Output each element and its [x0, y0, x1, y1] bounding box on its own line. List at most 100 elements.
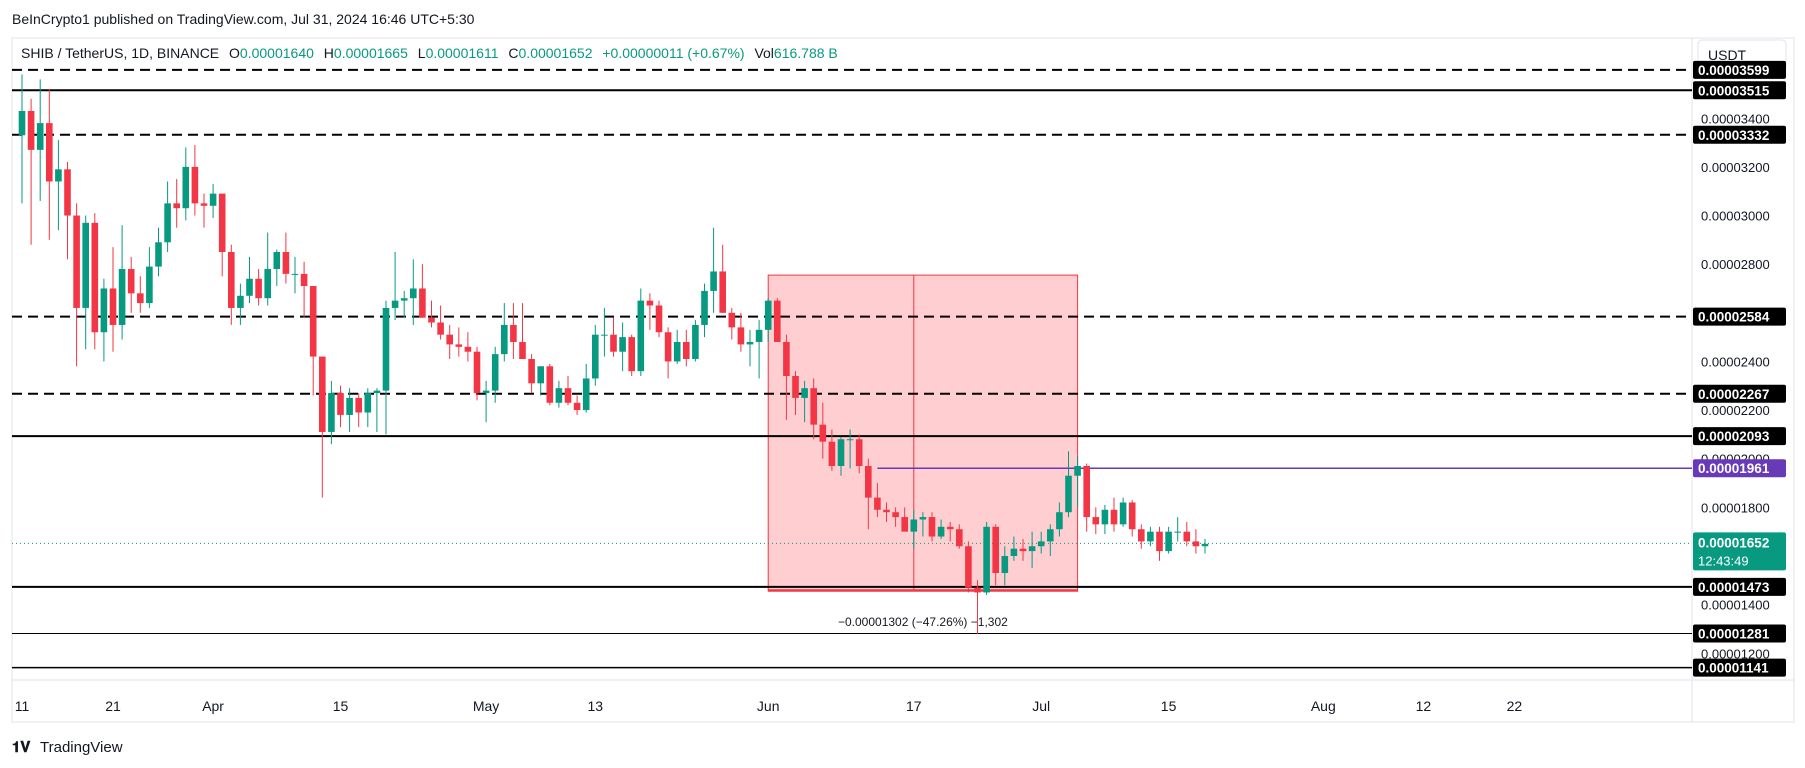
countdown-label: 12:43:49: [1698, 553, 1749, 568]
candle: [801, 380, 808, 423]
candle-body: [473, 351, 481, 394]
candle-body: [592, 334, 599, 379]
y-tick-label: 0.00002800: [1701, 257, 1770, 272]
y-axis-ticks: 0.00003400 0.00003200 0.00003000 0.00002800…: [1701, 111, 1770, 661]
candle: [155, 227, 162, 277]
candle-body: [137, 293, 144, 304]
candle-body: [1128, 502, 1136, 530]
x-tick-label: Aug: [1311, 698, 1336, 714]
candle-body: [865, 466, 872, 498]
chart-frame: [11, 37, 1795, 723]
candle-body: [146, 266, 153, 304]
candle-body: [255, 278, 262, 299]
candle: [291, 256, 299, 294]
candle: [710, 227, 717, 313]
candle: [173, 179, 180, 228]
candle: [1110, 497, 1118, 532]
candle-body: [346, 397, 353, 415]
candle-body: [946, 526, 954, 530]
candle-body: [546, 366, 554, 403]
candle-body: [828, 441, 836, 466]
candle: [319, 356, 326, 498]
candle: [692, 320, 699, 362]
candle-body: [1101, 509, 1109, 525]
candle-body: [965, 546, 972, 588]
candle-body: [774, 300, 781, 342]
candle: [182, 147, 190, 221]
candle: [191, 145, 199, 216]
candle-body: [719, 271, 726, 313]
candle-body: [764, 300, 772, 330]
candle-body: [337, 393, 344, 415]
candle: [228, 244, 235, 325]
candle: [992, 524, 999, 586]
y-tick-label: 0.00001400: [1701, 598, 1770, 613]
candle: [1174, 517, 1181, 542]
candle: [1083, 463, 1090, 532]
candle: [419, 264, 426, 318]
candle: [109, 247, 117, 352]
candle-body: [737, 327, 745, 345]
x-tick-label: May: [473, 698, 499, 714]
level-label: 0.00001141: [1698, 661, 1769, 676]
x-tick-label: Apr: [202, 698, 224, 714]
candle: [1183, 521, 1191, 547]
candle-body: [1165, 531, 1172, 552]
price-axis-labels: 0.00003599 0.00003515 0.00003332 0.00002584…: [1693, 60, 1786, 677]
last-price-label-box: [1693, 532, 1786, 571]
candle-body: [728, 312, 736, 328]
candle-body: [637, 300, 645, 372]
close-label: C: [508, 45, 518, 61]
candle-body: [36, 123, 44, 150]
candle: [400, 290, 408, 318]
y-tick-label: 0.00003400: [1701, 111, 1770, 126]
candle-body: [191, 166, 199, 204]
candle: [537, 366, 544, 396]
candle-body: [655, 305, 663, 333]
candle: [64, 162, 71, 260]
candle: [55, 140, 62, 231]
candle-body: [373, 390, 381, 394]
candle: [91, 213, 99, 350]
candle: [27, 98, 35, 245]
candle-body: [410, 288, 417, 299]
candle: [774, 298, 781, 342]
high-value: 0.00001665: [334, 45, 408, 61]
candle-body: [73, 215, 80, 308]
x-tick-label: Jul: [1032, 698, 1050, 714]
y-tick-label: 0.00001200: [1701, 646, 1770, 661]
measure-tool[interactable]: −0.00001302 (−47.26%) −1,302: [767, 274, 1079, 629]
candle: [473, 346, 481, 401]
candle: [837, 436, 845, 476]
candle: [410, 259, 417, 325]
candle: [892, 507, 899, 527]
candle-body: [710, 271, 717, 291]
candle-body: [18, 110, 26, 136]
candle: [255, 269, 262, 306]
candle: [36, 79, 44, 201]
candle-body: [100, 288, 108, 333]
candle: [1001, 546, 1009, 586]
candle: [382, 300, 390, 435]
candle: [1192, 529, 1200, 554]
candle-body: [810, 388, 817, 425]
candle: [528, 354, 535, 394]
x-tick-label: 21: [105, 698, 121, 714]
candle-body: [391, 300, 399, 308]
candle: [746, 329, 754, 367]
candle-body: [1074, 466, 1081, 476]
level-label-box: [1693, 60, 1786, 79]
candle: [1165, 526, 1172, 554]
candle-body: [555, 388, 563, 403]
candle-body: [1201, 543, 1209, 547]
candle: [1028, 531, 1036, 569]
candle: [874, 483, 881, 518]
candle-body: [1174, 531, 1181, 533]
level-label: 0.00002267: [1698, 387, 1769, 402]
candle: [1019, 538, 1027, 561]
candle: [855, 434, 863, 474]
candle: [728, 307, 736, 340]
candle: [928, 512, 936, 542]
candle: [819, 402, 827, 459]
